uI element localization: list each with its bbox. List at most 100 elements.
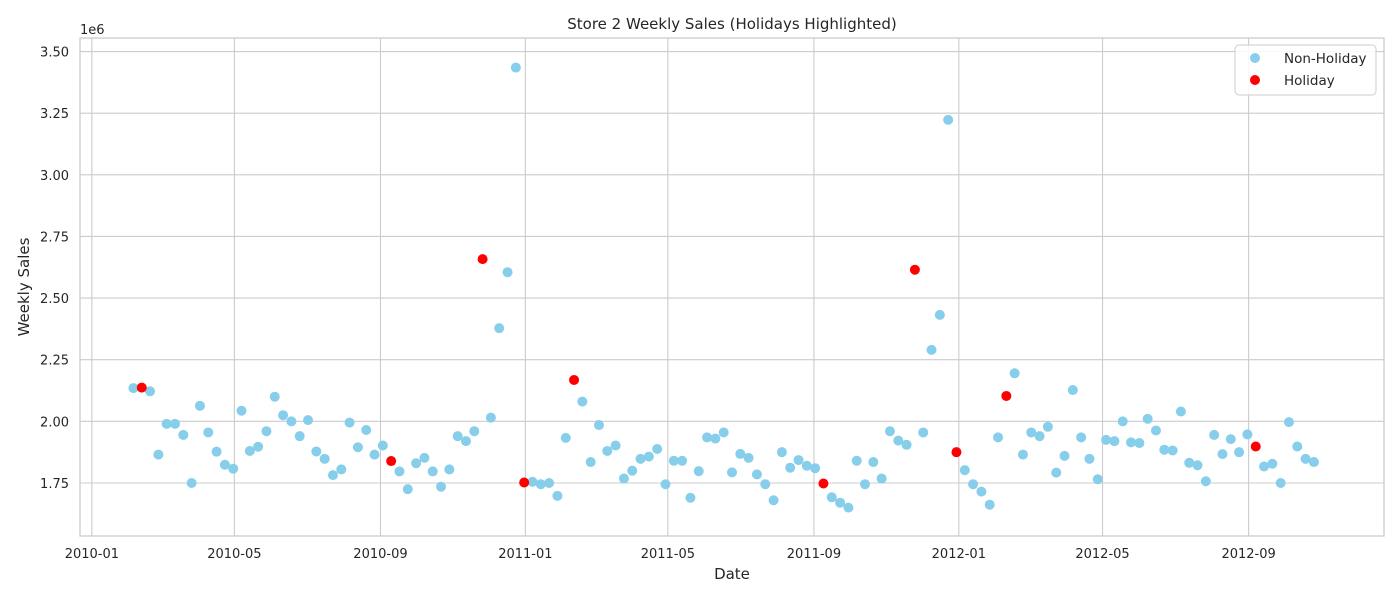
non-holiday-point [785, 462, 796, 473]
non-holiday-point [269, 391, 280, 402]
non-holiday-point [768, 495, 779, 506]
holiday-point [1250, 441, 1261, 452]
x-tick-label: 2011-05 [641, 547, 695, 562]
non-holiday-point [610, 440, 621, 451]
x-tick-label: 2012-09 [1221, 547, 1275, 562]
non-holiday-point [727, 467, 737, 478]
non-holiday-point [1267, 458, 1278, 469]
non-holiday-point [1308, 457, 1319, 468]
non-holiday-point [203, 427, 214, 438]
non-holiday-point [1042, 421, 1053, 432]
non-holiday-point [893, 435, 904, 446]
chart-title: Store 2 Weekly Sales (Holidays Highlight… [567, 15, 896, 33]
non-holiday-point [1234, 447, 1245, 458]
non-holiday-point [1034, 431, 1045, 442]
non-holiday-point [544, 477, 555, 488]
tick-labels: 2010-01 2010-05 2010-09 2011-01 2011-05 2011-… [40, 46, 1276, 562]
non-holiday-point [718, 427, 729, 438]
y-tick-label: 2.00 [40, 415, 69, 430]
y-tick-label: 3.50 [40, 46, 69, 61]
holiday-point [818, 478, 829, 489]
non-holiday-point [693, 466, 704, 477]
non-holiday-point [436, 481, 447, 492]
non-holiday-point [1209, 429, 1220, 440]
non-holiday-point [170, 418, 181, 429]
non-holiday-point [178, 429, 189, 440]
non-holiday-point [810, 463, 821, 474]
holiday-point [569, 374, 580, 385]
non-holiday-point [1026, 427, 1037, 438]
non-holiday-point [668, 455, 679, 466]
legend-box [1234, 44, 1377, 96]
non-holiday-point [294, 431, 305, 442]
x-tick-label: 2010-05 [207, 547, 261, 562]
non-holiday-point [1126, 437, 1137, 448]
non-holiday-point [161, 418, 172, 429]
non-holiday-point [1259, 461, 1270, 472]
non-holiday-point [801, 460, 812, 471]
non-holiday-point [860, 479, 871, 490]
y-tick-label: 2.25 [40, 354, 69, 369]
non-holiday-point [660, 479, 671, 490]
non-holiday-point [1101, 434, 1112, 445]
non-holiday-point [361, 424, 372, 435]
non-holiday-point [1117, 416, 1128, 427]
non-holiday-point [236, 405, 247, 416]
non-holiday-point [826, 492, 837, 503]
non-holiday-point [643, 451, 654, 462]
non-holiday-point [1217, 449, 1228, 460]
non-holiday-point [976, 486, 987, 497]
non-holiday-point [145, 386, 156, 397]
non-holiday-point [968, 479, 979, 490]
non-holiday-point [510, 62, 521, 73]
non-holiday-point [1134, 438, 1145, 449]
non-holiday-point [884, 426, 895, 437]
non-holiday-point [1275, 477, 1286, 488]
non-holiday-point [494, 323, 505, 334]
non-holiday-point [460, 436, 471, 447]
non-holiday-point [1109, 436, 1120, 447]
non-holiday-point [402, 484, 413, 495]
plot-frame [79, 37, 1385, 537]
non-holiday-point [993, 432, 1004, 443]
non-holiday-point [186, 477, 197, 488]
x-tick-label: 2012-01 [932, 547, 986, 562]
x-tick-label: 2012-05 [1075, 547, 1129, 562]
non-holiday-point [1159, 444, 1170, 455]
grid [80, 38, 1384, 536]
non-holiday-point [352, 442, 363, 453]
non-holiday-point [552, 490, 563, 501]
non-holiday-point [593, 420, 604, 431]
y-axis-label: Weekly Sales [15, 237, 33, 336]
holiday-point [1001, 390, 1012, 401]
non-holiday-point [211, 446, 222, 457]
non-holiday-point [1009, 368, 1020, 379]
non-holiday-point [618, 473, 629, 484]
non-holiday-point [677, 455, 688, 466]
non-holiday-point [984, 499, 995, 510]
y-tick-label: 3.25 [40, 107, 69, 122]
non-holiday-point [1150, 425, 1161, 436]
legend-marker-holiday [1250, 75, 1260, 85]
non-holiday-point [228, 463, 239, 474]
non-holiday-point [411, 458, 422, 469]
non-holiday-point [602, 445, 613, 456]
non-holiday-point [278, 410, 289, 421]
x-tick-label: 2010-09 [353, 547, 407, 562]
non-holiday-point [319, 453, 330, 464]
non-holiday-point [303, 415, 314, 426]
non-holiday-point [327, 470, 338, 481]
non-holiday-point [1192, 460, 1203, 471]
non-holiday-point [377, 440, 388, 451]
holiday-point [386, 456, 397, 467]
non-holiday-point [128, 383, 139, 394]
non-holiday-point [452, 431, 463, 442]
legend-label-holiday: Holiday [1284, 73, 1335, 89]
non-holiday-point [835, 497, 846, 508]
non-holiday-point [843, 502, 854, 513]
legend-label-non-holiday: Non-Holiday [1284, 51, 1367, 67]
non-holiday-point [219, 459, 230, 470]
non-holiday-point [1067, 385, 1078, 396]
non-holiday-point [1200, 476, 1211, 487]
